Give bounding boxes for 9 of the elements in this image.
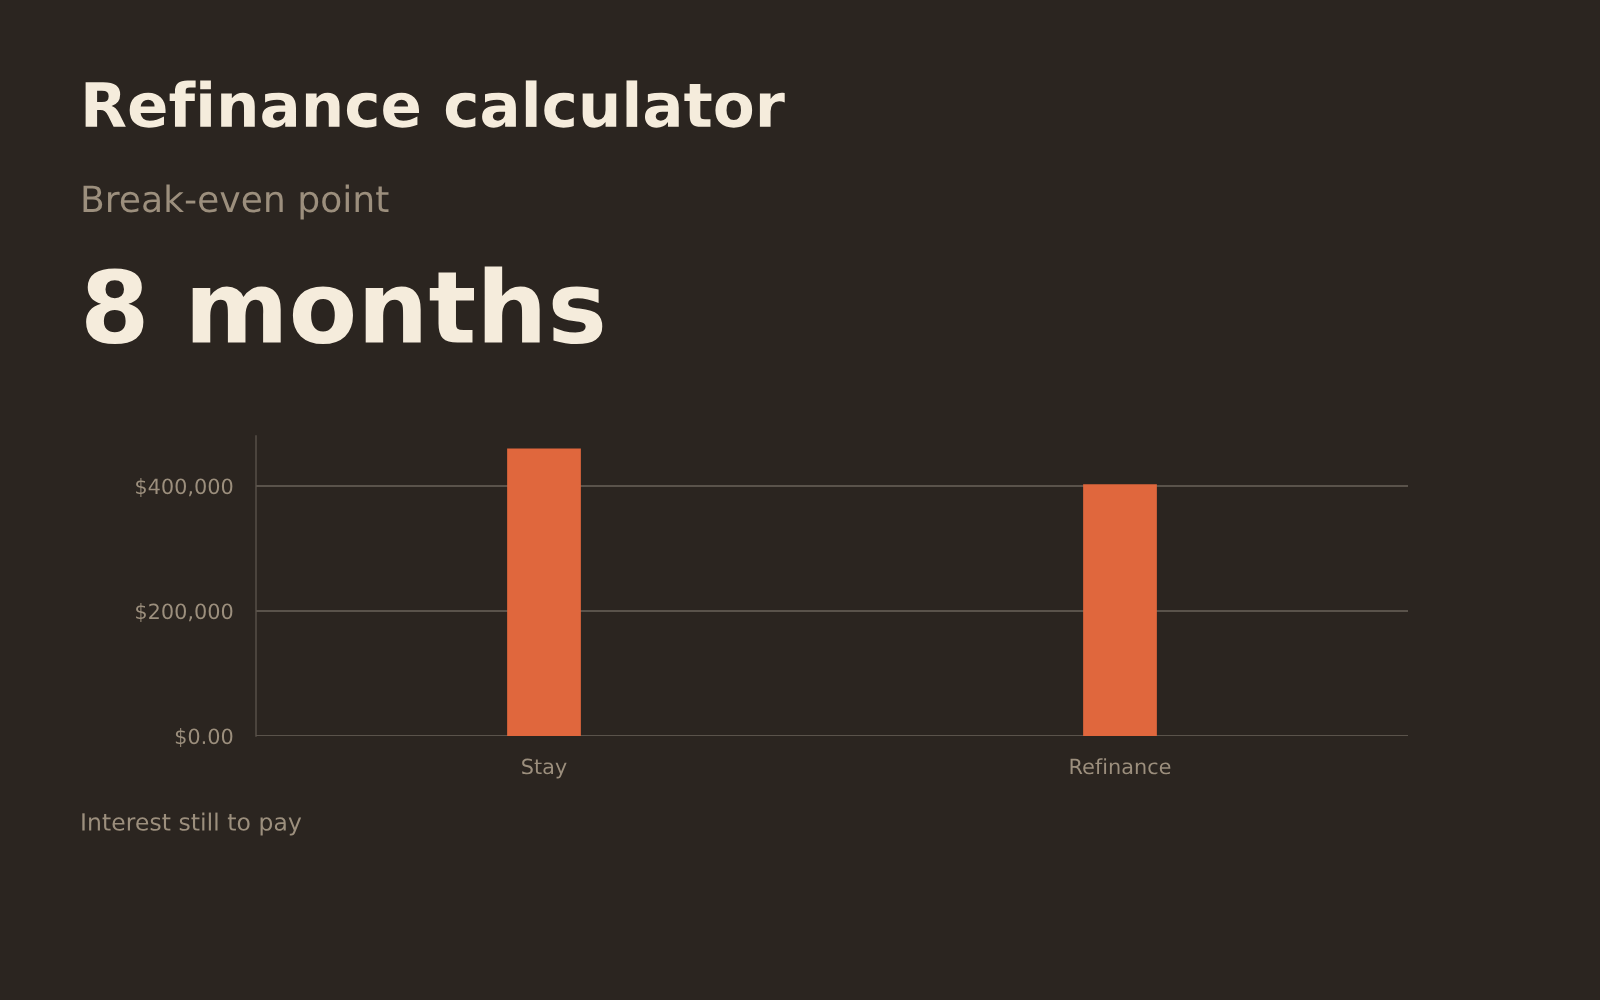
y-tick-label: $200,000 bbox=[136, 603, 233, 622]
chart-title: Refinance calculator bbox=[85, 80, 785, 128]
x-tick-label: Stay bbox=[522, 758, 567, 779]
chart-subtitle: Break-even point bbox=[83, 184, 389, 220]
text: Interest still to pay bbox=[82, 812, 302, 836]
text: 8 months bbox=[86, 266, 603, 345]
y-tick-label: $0.00 bbox=[175, 728, 233, 747]
y-tick-label: $400,000 bbox=[136, 478, 233, 497]
x-tick-label: Refinance bbox=[1070, 758, 1171, 775]
